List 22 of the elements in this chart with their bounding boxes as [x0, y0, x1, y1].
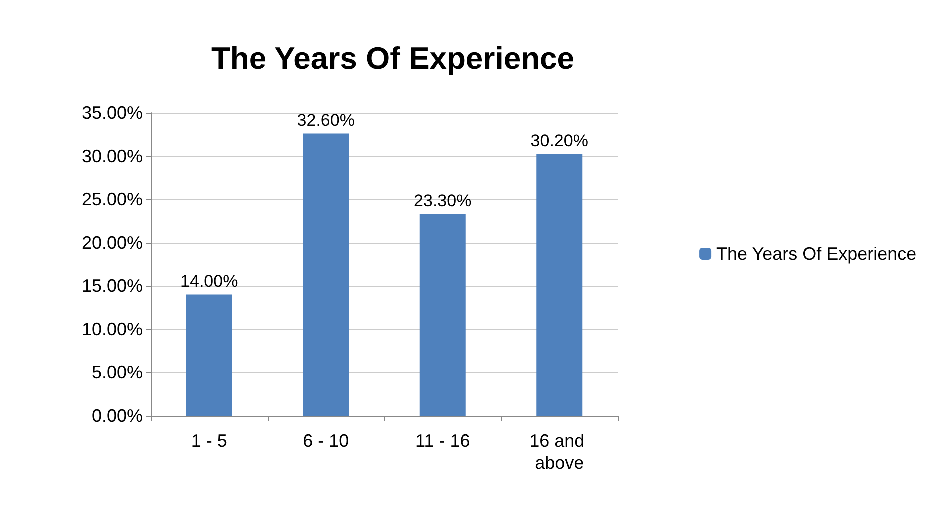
data-label: 14.00% [180, 272, 238, 291]
bar [303, 134, 350, 416]
y-tick-label: 30.00% [82, 146, 143, 166]
y-tick-label: 0.00% [92, 406, 143, 426]
data-label: 30.20% [530, 132, 588, 151]
y-tick-label: 5.00% [92, 362, 143, 383]
x-tick-label: 6 - 10 [303, 431, 350, 451]
chart-title: The Years Of Experience [211, 41, 575, 76]
legend-label: The Years Of Experience [716, 244, 917, 264]
x-tick-label: 1 - 5 [191, 431, 228, 451]
x-tick-label: 11 - 16 [416, 431, 470, 451]
y-tick-label: 20.00% [82, 232, 143, 253]
y-tick-label: 35.00% [82, 103, 143, 123]
bar [536, 154, 583, 416]
data-label: 32.60% [297, 110, 355, 130]
data-label: 23.30% [414, 191, 472, 210]
x-tick-label: 16 and above [530, 431, 590, 473]
y-tick-label: 10.00% [82, 319, 143, 340]
y-tick-label: 25.00% [82, 190, 143, 210]
bar [420, 214, 466, 416]
bar [186, 294, 232, 416]
y-tick-label: 15.00% [82, 276, 143, 296]
